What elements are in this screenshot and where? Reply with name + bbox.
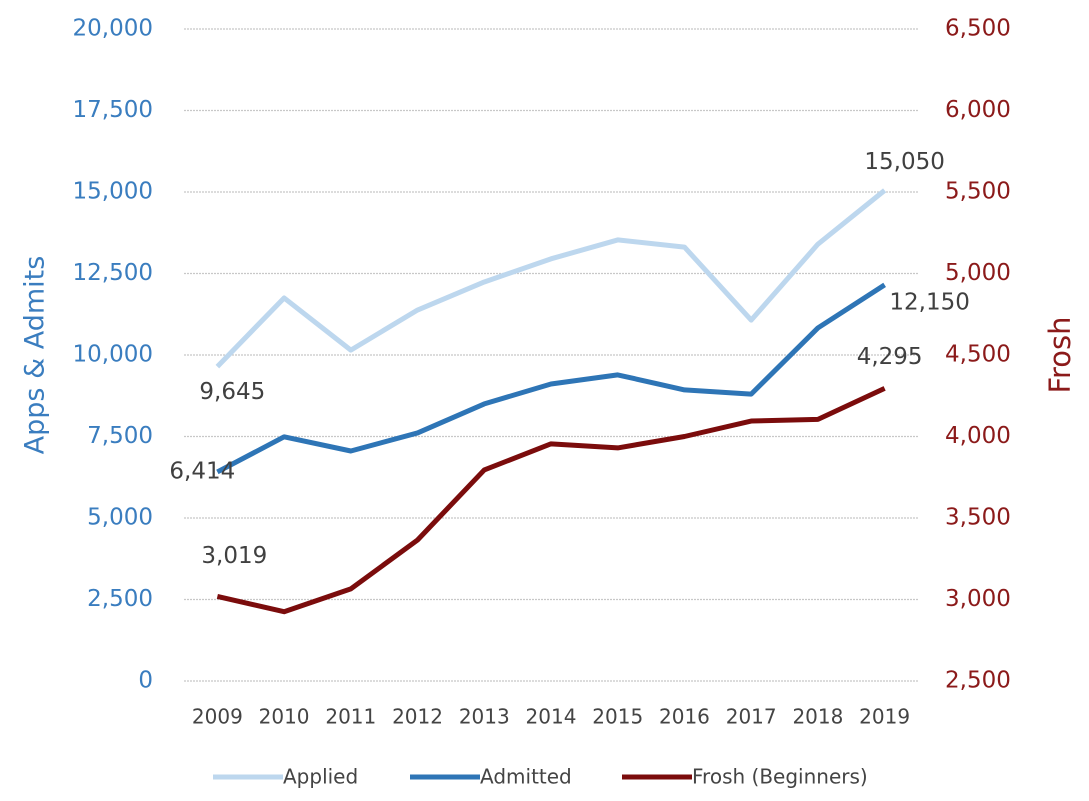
series-line [216, 386, 886, 615]
data-label: 15,050 [864, 149, 944, 175]
x-tick-label: 2011 [325, 705, 376, 729]
legend-label: Frosh (Beginners) [692, 765, 868, 789]
y-tick-label: 7,500 [87, 423, 153, 449]
series-line [215, 188, 887, 369]
y-tick-label: 5,000 [87, 505, 153, 531]
y-tick-label: 10,000 [73, 342, 153, 368]
x-tick-label: 2012 [392, 705, 443, 729]
y-tick-label: 12,500 [73, 260, 153, 286]
data-label: 12,150 [889, 289, 969, 315]
y-tick-label: 20,000 [73, 16, 153, 42]
legend-label: Applied [283, 765, 358, 789]
y-tick-label: 2,500 [87, 586, 153, 612]
y2-axis-title: Frosh [1043, 316, 1077, 393]
y2-tick-label: 3,500 [945, 505, 1011, 531]
y2-tick-label: 6,000 [945, 97, 1011, 123]
x-tick-label: 2017 [726, 705, 777, 729]
data-label: 6,414 [169, 458, 235, 484]
y2-tick-label: 6,500 [945, 16, 1011, 42]
series-line [216, 282, 886, 475]
y2-tick-label: 5,500 [945, 179, 1011, 205]
y2-tick-label: 4,500 [945, 342, 1011, 368]
y-axis-title: Apps & Admits [20, 256, 51, 455]
data-label: 4,295 [857, 344, 923, 370]
y2-tick-label: 3,000 [945, 586, 1011, 612]
x-tick-label: 2019 [859, 705, 910, 729]
x-tick-label: 2014 [526, 705, 577, 729]
y-tick-label: 15,000 [73, 179, 153, 205]
y-tick-label: 17,500 [73, 97, 153, 123]
y-tick-label: 0 [138, 668, 153, 694]
x-tick-label: 2010 [259, 705, 310, 729]
y2-tick-label: 2,500 [945, 668, 1011, 694]
y2-tick-label: 5,000 [945, 260, 1011, 286]
x-tick-label: 2018 [792, 705, 843, 729]
legend-label: Admitted [480, 765, 572, 789]
x-tick-label: 2013 [459, 705, 510, 729]
y2-tick-label: 4,000 [945, 423, 1011, 449]
x-tick-label: 2015 [592, 705, 643, 729]
data-label: 9,645 [199, 379, 265, 405]
x-tick-label: 2009 [192, 705, 243, 729]
x-tick-label: 2016 [659, 705, 710, 729]
data-label: 3,019 [201, 543, 267, 569]
